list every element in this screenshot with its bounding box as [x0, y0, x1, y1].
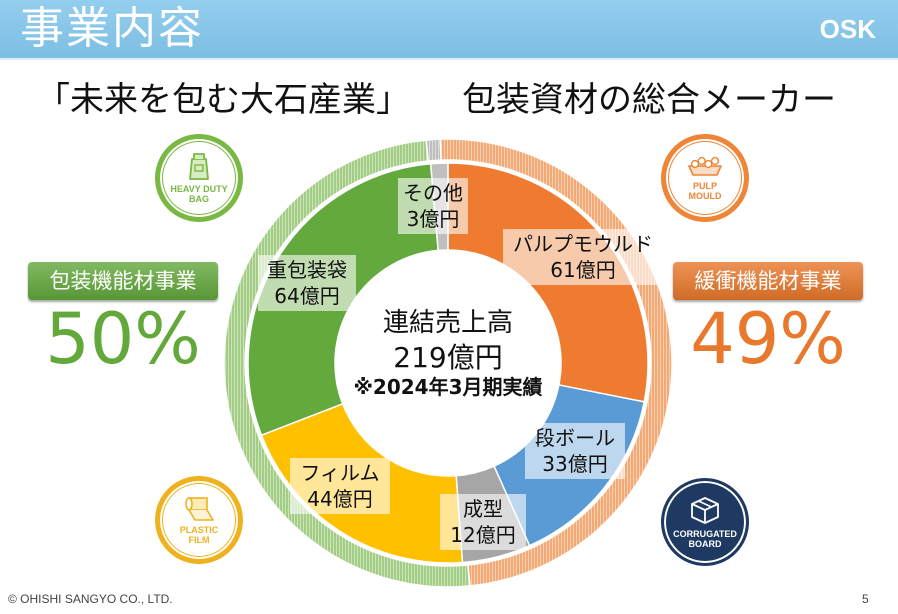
cushioning-business-share: 49%	[690, 298, 846, 380]
page-title: 事業内容	[20, 3, 204, 54]
slice-label-value: 64億円	[274, 284, 340, 308]
slice-label-name: その他	[403, 181, 463, 205]
badge-label-line1: PULP	[692, 181, 717, 191]
header-divider	[0, 58, 898, 60]
plastic-film-badge: PLASTIC FILM	[155, 476, 243, 564]
badge-label-line1: HEAVY DUTY	[170, 184, 228, 194]
slice-label-corrugated-board: 段ボール 33億円	[525, 423, 625, 479]
slice-label-film: フィルム 44億円	[290, 458, 390, 514]
badge-label-line2: MOULD	[688, 191, 722, 201]
slice-label-molding: 成型 12億円	[440, 494, 526, 550]
pulp-mould-badge: PULP MOULD	[661, 134, 749, 222]
slice-label-pulp-mould: パルプモウルド 61億円	[503, 229, 663, 285]
slice-label-value: 44億円	[307, 487, 373, 511]
slice-label-name: フィルム	[300, 461, 380, 485]
badge-label-line1: PLASTIC	[179, 525, 219, 535]
slice-label-heavy-duty-bag: 重包装袋 64億円	[258, 255, 356, 311]
outer-ring-texture	[224, 139, 672, 587]
packaging-business-share: 50%	[45, 298, 201, 380]
badge-label-line2: FILM	[188, 535, 210, 545]
slogan: 「未来を包む大石産業」	[36, 80, 410, 120]
page-number: 5	[862, 592, 869, 606]
egg-tray-icon	[688, 156, 722, 176]
header-bar: 事業内容 OSK	[0, 0, 898, 58]
slice-label-name: 段ボール	[535, 426, 615, 450]
slice-label-value: 12億円	[450, 523, 516, 547]
slice-label-value: 33億円	[542, 452, 608, 476]
slice-label-value: 61億円	[550, 258, 616, 282]
center-title: 連結売上高	[382, 308, 513, 338]
company-logo: OSK	[819, 14, 876, 44]
cushioning-business-label: 緩衝機能材事業	[673, 262, 863, 300]
slice-label-other: その他 3億円	[398, 178, 468, 234]
cardboard-box-icon	[691, 496, 719, 524]
slice-label-name: 重包装袋	[267, 258, 347, 282]
badge-label-line2: BOARD	[688, 538, 722, 549]
slice-label-value: 3億円	[406, 207, 460, 231]
corrugated-board-badge: CORRUGATED BOARD	[661, 478, 749, 566]
badge-label-line2: BAG	[189, 194, 209, 204]
badge-label-line1: CORRUGATED	[673, 528, 737, 539]
slice-label-name: パルプモウルド	[513, 232, 653, 256]
slice-label-name: 成型	[463, 497, 503, 521]
packaging-business-label: 包装機能材事業	[28, 262, 218, 300]
copyright: © OHISHI SANGYO CO., LTD.	[8, 592, 173, 606]
film-roll-icon	[185, 497, 214, 521]
center-note: ※2024年3月期実績	[353, 375, 543, 399]
center-total: 219億円	[393, 341, 503, 374]
heavy-duty-bag-badge: HEAVY DUTY BAG	[155, 134, 243, 222]
bag-icon	[189, 153, 209, 180]
tagline: 包装資材の総合メーカー	[462, 80, 836, 120]
